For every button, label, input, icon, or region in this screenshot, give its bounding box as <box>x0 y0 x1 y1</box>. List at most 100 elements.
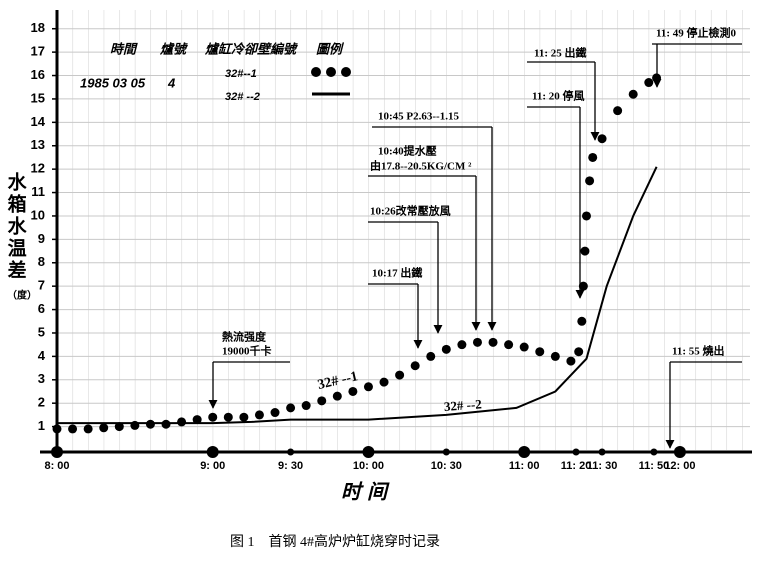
data-point <box>644 78 654 88</box>
data-point <box>332 391 342 401</box>
legend-marker <box>341 67 351 77</box>
x-axis-title: 时间 <box>341 481 393 504</box>
data-point <box>426 351 436 361</box>
legend-label: 32# --2 <box>225 91 260 103</box>
data-line <box>57 166 658 425</box>
x-tick <box>362 446 375 458</box>
annotation-text: 10:26改常壓放風 <box>370 204 451 218</box>
y-tick-label: 16 <box>31 67 45 82</box>
legend-header: 爐缸冷卻壁編號 <box>204 41 298 56</box>
data-point <box>286 403 296 413</box>
data-point <box>99 423 109 433</box>
annotation-text: 10:40提水壓 <box>378 144 437 158</box>
y-tick-label: 4 <box>38 348 46 363</box>
y-tick-label: 18 <box>31 20 45 35</box>
legend-header: 圖例 <box>316 41 345 56</box>
data-point <box>578 281 588 291</box>
y-axis-unit: （度） <box>7 288 37 301</box>
data-point <box>223 412 233 422</box>
legend-header: 爐號 <box>159 41 188 56</box>
data-point <box>208 412 218 422</box>
annotation-text: 11: 20 停風 <box>532 89 585 103</box>
annotation-text: 熱流强度 <box>222 330 267 344</box>
data-point <box>488 337 498 347</box>
data-point <box>161 419 171 429</box>
data-point <box>581 211 591 221</box>
legend-date: 1985 03 05 <box>80 75 146 90</box>
annotation-text: 10:45 P2.63--1.15 <box>378 111 459 123</box>
data-point <box>585 176 595 186</box>
y-tick-label: 17 <box>31 44 45 59</box>
data-point <box>145 419 155 429</box>
data-point <box>348 386 358 396</box>
data-point <box>457 340 467 350</box>
data-point <box>628 89 638 99</box>
x-tick-label: 9: 00 <box>200 460 225 472</box>
x-tick <box>51 446 63 458</box>
data-point <box>550 351 560 361</box>
annotation-text: 10:17 出鐵 <box>372 266 422 280</box>
data-point <box>192 415 202 425</box>
y-tick-label: 13 <box>31 137 45 152</box>
data-point <box>574 347 584 357</box>
x-tick-label: 11: 00 <box>509 460 540 472</box>
data-point <box>577 316 587 326</box>
data-point <box>410 361 420 371</box>
annotation-text: 19000千卡 <box>222 344 272 358</box>
x-tick <box>206 446 219 458</box>
x-tick-label: 11: 50 <box>639 460 670 472</box>
annotation-text: 11: 49 停止檢測0 <box>656 26 737 40</box>
x-tick <box>442 448 450 456</box>
legend-label: 32#--1 <box>225 68 257 80</box>
data-point <box>566 356 576 366</box>
x-tick <box>673 446 686 458</box>
data-point <box>301 401 311 411</box>
y-tick-label: 9 <box>38 231 45 246</box>
x-tick-label: 12: 00 <box>664 460 695 472</box>
x-tick-label: 11: 30 <box>587 460 618 472</box>
data-point <box>254 410 264 420</box>
series-label: 32# --2 <box>443 396 482 414</box>
data-point <box>317 396 327 406</box>
y-tick-label: 14 <box>31 114 46 129</box>
data-point <box>270 408 280 418</box>
y-tick-label: 5 <box>38 324 45 339</box>
data-point <box>52 424 62 434</box>
legend-furnace: 4 <box>167 75 176 90</box>
y-tick-label: 6 <box>38 301 45 316</box>
data-point <box>83 424 93 434</box>
x-tick <box>650 448 658 456</box>
x-tick-label: 8: 00 <box>44 460 69 472</box>
data-point <box>177 417 187 427</box>
data-point <box>114 422 124 432</box>
x-tick <box>598 448 606 456</box>
legend-marker <box>311 67 321 77</box>
y-tick-label: 12 <box>31 161 45 176</box>
annotation-text: 由17.8--20.5KG/CM ² <box>370 159 472 173</box>
x-tick <box>572 448 580 456</box>
y-tick-label: 7 <box>38 278 45 293</box>
data-point <box>472 337 482 347</box>
x-tick-label: 11: 20 <box>561 460 592 472</box>
data-point <box>580 246 590 256</box>
annotation-text: 11: 55 燒出 <box>672 344 725 358</box>
data-point <box>395 370 405 380</box>
y-tick-label: 10 <box>31 207 45 222</box>
y-axis-title: 水箱水温差 <box>5 172 27 282</box>
caption: 图 1 首钢 4#高炉炉缸烧穿时记录 <box>230 533 440 550</box>
annotation-text: 11: 25 出鐵 <box>534 46 587 60</box>
x-tick-label: 9: 30 <box>278 460 303 472</box>
data-point <box>379 377 389 387</box>
data-point <box>535 347 545 357</box>
y-tick-label: 3 <box>38 371 45 386</box>
data-point <box>504 340 514 350</box>
y-tick-label: 8 <box>38 254 45 269</box>
data-point <box>239 412 249 422</box>
data-point <box>363 382 373 392</box>
data-point <box>588 152 598 162</box>
data-point <box>441 344 451 354</box>
y-tick-label: 1 <box>38 418 45 433</box>
y-tick-label: 11 <box>31 184 45 199</box>
